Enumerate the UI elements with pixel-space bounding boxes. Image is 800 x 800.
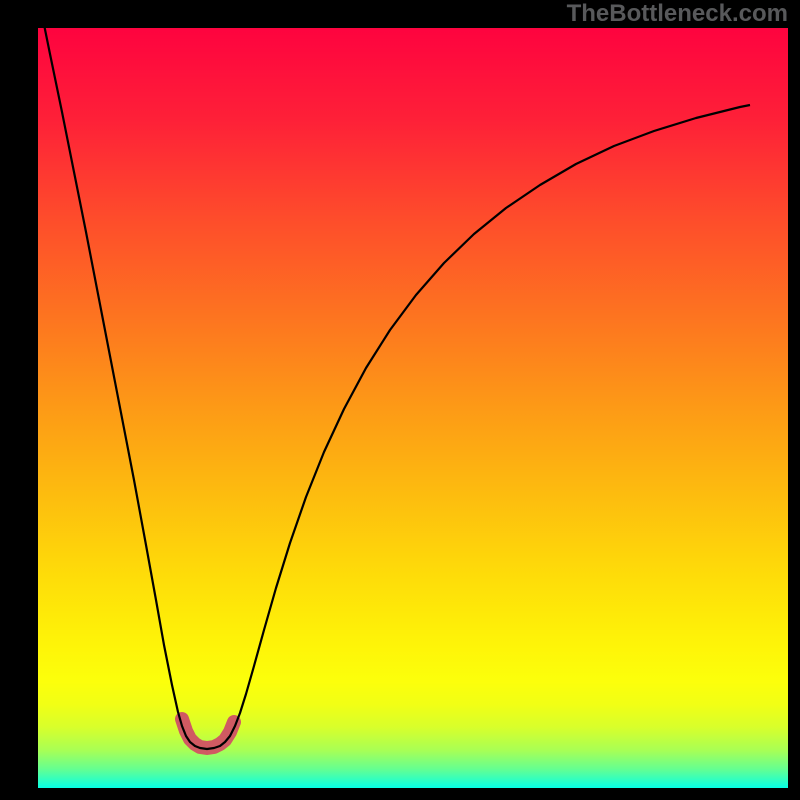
plot-area [38, 28, 788, 788]
plot-svg [38, 28, 788, 788]
watermark-text: TheBottleneck.com [567, 0, 788, 28]
gradient-background [38, 28, 788, 788]
